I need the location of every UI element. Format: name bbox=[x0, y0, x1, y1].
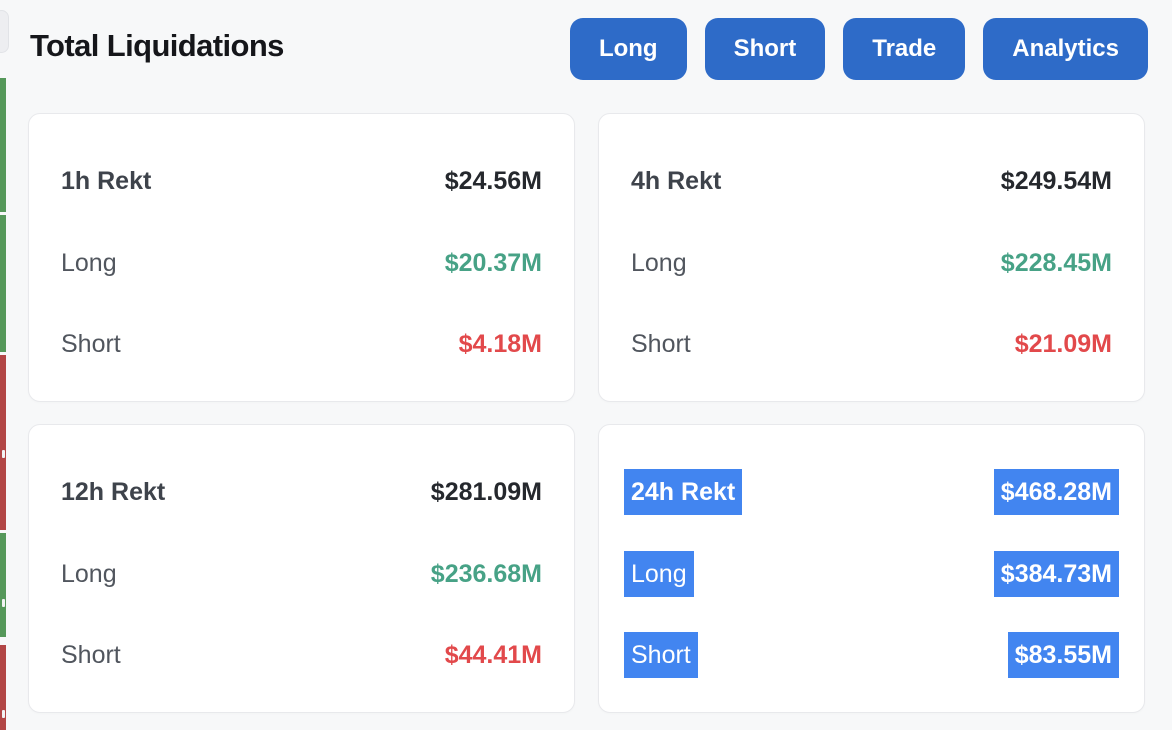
card-short-row: Short $4.18M bbox=[61, 329, 542, 359]
card-title: 12h Rekt bbox=[61, 478, 166, 506]
long-value: $228.45M bbox=[1000, 248, 1112, 277]
trade-button[interactable]: Trade bbox=[843, 18, 966, 80]
short-label: Short bbox=[61, 641, 121, 669]
total-value: $281.09M bbox=[430, 478, 542, 506]
long-value: $384.73M bbox=[993, 550, 1119, 597]
long-label: Long bbox=[631, 248, 687, 277]
card-title: 4h Rekt bbox=[631, 167, 722, 195]
short-label: Short bbox=[61, 330, 121, 358]
card-long-row: Long $20.37M bbox=[61, 248, 542, 278]
liquidation-card-24h: 24h Rekt $468.28M Long $384.73M Short $8… bbox=[598, 424, 1145, 713]
total-value: $24.56M bbox=[444, 167, 542, 195]
long-value: $236.68M bbox=[430, 559, 542, 588]
long-button[interactable]: Long bbox=[569, 18, 687, 80]
header: Total Liquidations Long Short Trade Anal… bbox=[0, 0, 1172, 98]
card-short-row: Short $44.41M bbox=[61, 640, 542, 670]
left-edge-green-bar bbox=[0, 78, 6, 212]
card-total-row: 1h Rekt $24.56M bbox=[61, 166, 542, 196]
short-button[interactable]: Short bbox=[704, 18, 826, 80]
total-value: $468.28M bbox=[993, 469, 1119, 515]
card-short-row: Short $21.09M bbox=[631, 329, 1112, 359]
card-long-row: Long $236.68M bbox=[61, 559, 542, 589]
card-total-row: 12h Rekt $281.09M bbox=[61, 477, 542, 507]
long-label: Long bbox=[61, 559, 117, 588]
card-short-row: Short $83.55M bbox=[624, 632, 1119, 678]
card-long-row: Long $228.45M bbox=[631, 248, 1112, 278]
liquidation-card-12h: 12h Rekt $281.09M Long $236.68M Short $4… bbox=[28, 424, 575, 713]
liquidation-card-4h: 4h Rekt $249.54M Long $228.45M Short $21… bbox=[598, 113, 1145, 402]
liquidation-cards-grid: 1h Rekt $24.56M Long $20.37M Short $4.18… bbox=[28, 113, 1145, 713]
short-label: Short bbox=[631, 330, 691, 358]
clipped-text-fragment bbox=[2, 599, 5, 607]
page-title: Total Liquidations bbox=[30, 28, 284, 63]
header-button-row: Long Short Trade Analytics bbox=[569, 18, 1148, 80]
short-value: $83.55M bbox=[1007, 632, 1119, 678]
left-edge-green-bar bbox=[0, 533, 6, 637]
long-value: $20.37M bbox=[444, 248, 542, 277]
total-value: $249.54M bbox=[1000, 167, 1112, 195]
long-label: Long bbox=[624, 550, 694, 597]
short-value: $21.09M bbox=[1014, 330, 1112, 358]
card-title: 24h Rekt bbox=[624, 469, 743, 515]
card-total-row: 4h Rekt $249.54M bbox=[631, 166, 1112, 196]
card-title: 1h Rekt bbox=[61, 167, 152, 195]
card-total-row: 24h Rekt $468.28M bbox=[624, 469, 1119, 515]
clipped-text-fragment bbox=[2, 710, 5, 718]
short-value: $44.41M bbox=[444, 641, 542, 669]
short-label: Short bbox=[624, 632, 698, 678]
short-value: $4.18M bbox=[458, 330, 542, 358]
card-long-row: Long $384.73M bbox=[624, 550, 1119, 597]
left-edge-green-bar bbox=[0, 215, 6, 352]
liquidation-card-1h: 1h Rekt $24.56M Long $20.37M Short $4.18… bbox=[28, 113, 575, 402]
left-edge-red-bar bbox=[0, 645, 6, 730]
long-label: Long bbox=[61, 248, 117, 277]
left-edge-red-bar bbox=[0, 355, 6, 530]
analytics-button[interactable]: Analytics bbox=[983, 18, 1148, 80]
clipped-text-fragment bbox=[2, 450, 5, 458]
